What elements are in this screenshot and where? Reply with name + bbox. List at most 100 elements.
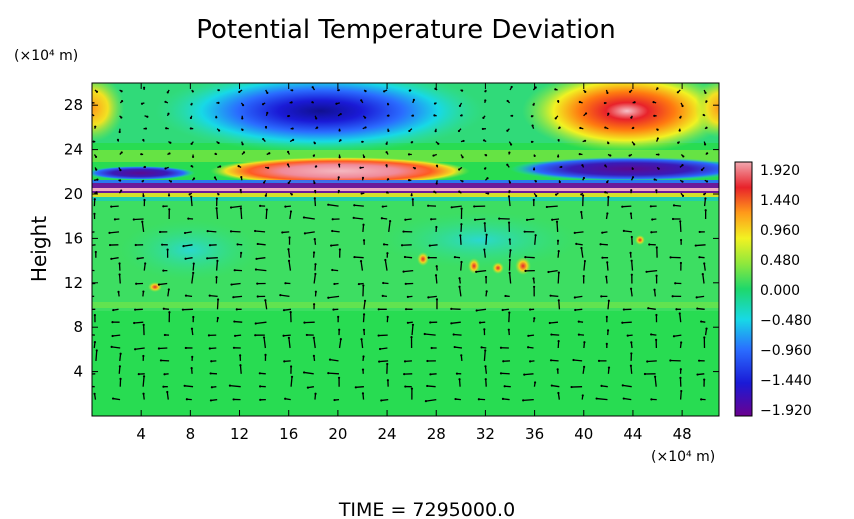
vector-head [523,373,526,376]
vector-head [605,315,608,318]
vector-head [137,373,140,376]
vector-head [111,397,115,400]
vector-head [453,345,456,349]
vector-arrow [550,295,559,298]
vector-arrow [673,334,682,337]
vector-head [411,114,415,117]
vector-head [190,142,193,145]
vector-arrow [332,230,340,233]
vector-head [646,360,649,363]
vector-head [279,293,282,297]
vector-arrow [111,346,121,349]
vector-head [112,308,115,312]
vector-head [484,365,487,368]
vector-head [628,154,631,157]
vector-head [119,377,122,380]
cyan-patch [380,212,580,268]
vector-head [458,277,461,280]
vector-head [311,101,314,104]
vector-arrow [703,198,707,207]
vector-arrow [229,384,241,388]
vector-head [600,295,603,298]
vector-arrow [338,339,342,349]
vector-head [484,349,487,352]
vector-head [142,354,145,358]
vector-head [555,193,558,196]
vector-head [385,142,388,145]
vector-head [575,242,578,245]
vector-head [361,176,365,179]
vector-head [167,194,171,197]
vector-head [650,231,653,234]
vector-head [482,139,486,142]
vector-head [509,249,512,252]
vector-head [337,189,340,193]
vector-arrow [135,347,145,350]
vector-head [287,114,290,118]
vector-head [578,153,581,156]
vector-head [207,334,211,337]
vector-head [110,345,113,349]
vector-head [700,398,703,401]
layer-cyan [92,197,719,201]
vector-head [378,360,381,363]
vector-head [579,126,582,130]
vector-head [626,334,629,337]
vector-head [671,295,674,298]
vector-arrow [429,244,438,247]
vector-head [557,249,560,253]
vector-head [142,290,145,293]
vector-head [450,322,453,325]
chart-title: Potential Temperature Deviation [196,15,616,45]
vector-arrow [328,372,339,375]
vector-head [162,205,165,208]
vector-head [702,113,705,117]
vector-arrow [508,196,511,207]
vector-head [217,141,220,145]
vector-head [237,165,240,168]
vector-head [703,143,707,146]
edge-anomaly-right [695,83,719,138]
plot-frame [91,82,720,417]
vector-arrow [582,366,585,374]
vector-head [134,348,137,351]
vector-head [185,398,188,401]
vector-head [315,117,318,120]
vector-head [558,180,561,184]
x-tick-label: 32 [476,425,495,443]
vector-head [259,398,262,401]
vector-head [427,296,430,299]
vector-head [314,290,317,293]
vector-head [303,321,306,324]
vector-head [656,87,659,90]
vector-head [452,333,455,336]
vector-head [144,262,147,265]
vector-head [404,385,407,388]
vector-head [141,220,144,223]
vector-head [549,359,553,362]
vector-head [458,378,461,381]
vector-head [302,216,306,219]
vector-head [434,130,437,133]
vector-arrow [313,337,316,349]
vector-head [353,204,356,207]
vector-head [622,229,625,232]
vector-head [383,90,386,93]
vector-head [483,222,486,225]
vector-head [481,127,484,131]
vector-head [499,346,503,349]
vector-head [191,155,195,159]
vector-head [556,368,559,371]
vector-head [382,243,386,246]
vector-head [706,152,709,155]
vector-arrow [167,289,170,297]
vector-arrow [289,211,292,220]
vector-head [458,104,462,108]
vector-head [701,272,704,276]
colorbar-tick-label: 0.480 [760,253,800,269]
vector-head [289,365,293,368]
vector-head [487,192,490,195]
x-axis-unit: (×10⁴ m) [651,449,715,465]
vector-head [679,368,682,371]
vector-head [85,269,87,271]
